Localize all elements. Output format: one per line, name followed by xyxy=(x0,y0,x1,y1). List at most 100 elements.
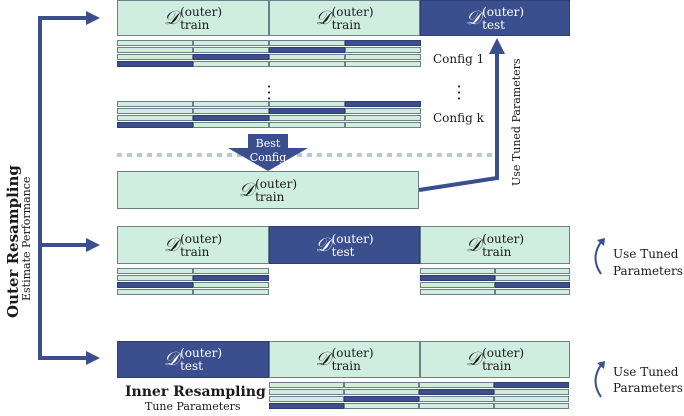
dataset-scripts: (outer) train xyxy=(255,178,297,203)
dataset-symbol: 𝒟 xyxy=(465,348,482,370)
train-subscript: train xyxy=(255,189,285,204)
parameters-label: Parameters xyxy=(613,264,683,278)
mini-train-cell xyxy=(345,54,421,60)
inner-split-fold-3 xyxy=(269,382,569,409)
mini-test-cell xyxy=(117,61,193,67)
mini-train-cell xyxy=(117,289,193,295)
mini-train-cell xyxy=(269,115,345,121)
mini-train-cell xyxy=(420,289,495,295)
mini-test-cell xyxy=(193,115,269,121)
outer-branch-arrowhead xyxy=(86,351,100,365)
mini-test-cell xyxy=(269,47,345,53)
outer-train-block: 𝒟 (outer) train xyxy=(420,341,570,378)
use-tuned-parameters-vertical: Use Tuned Parameters xyxy=(510,58,523,186)
mini-train-cell xyxy=(269,389,344,395)
dataset-symbol: 𝒟 xyxy=(315,348,331,370)
dataset-scripts: (outer) train xyxy=(332,347,374,372)
outer-test-block: 𝒟 (outer) test xyxy=(269,226,420,264)
mini-train-cell xyxy=(117,108,193,114)
mini-train-cell xyxy=(269,382,344,388)
train-subscript: train xyxy=(482,244,512,259)
dataset-label: 𝒟 (outer) train xyxy=(164,233,222,258)
dataset-scripts: (outer) test xyxy=(332,233,374,258)
dataset-symbol: 𝒟 xyxy=(238,178,255,201)
outer-superscript: (outer) xyxy=(331,231,374,246)
outer-train-block: 𝒟 (outer) train xyxy=(117,0,269,36)
dataset-scripts: (outer) train xyxy=(332,6,374,31)
mini-train-cell xyxy=(495,268,570,274)
mini-train-cell xyxy=(193,61,269,67)
mini-train-cell xyxy=(269,61,345,67)
dataset-scripts: (outer) train xyxy=(180,6,222,31)
mini-test-cell xyxy=(117,282,193,288)
outer-superscript: (outer) xyxy=(331,4,374,19)
mini-train-cell xyxy=(345,61,421,67)
train-subscript: train xyxy=(331,359,361,373)
mini-train-cell xyxy=(117,268,193,274)
mini-train-cell xyxy=(193,40,269,46)
outer-test-block: 𝒟 (outer) test xyxy=(117,341,269,378)
mini-test-cell xyxy=(345,101,421,107)
dataset-label: 𝒟 (outer) train xyxy=(466,233,524,258)
mini-train-cell xyxy=(495,275,570,281)
mini-train-cell xyxy=(494,389,569,395)
mini-test-cell xyxy=(193,54,269,60)
dataset-symbol: 𝒟 xyxy=(465,6,482,29)
mini-train-cell xyxy=(345,115,421,121)
curved-arrow-icon xyxy=(594,241,602,275)
dataset-scripts: (outer) train xyxy=(482,347,524,372)
inner-split-config-1 xyxy=(117,40,421,67)
mini-train-cell xyxy=(419,382,494,388)
dataset-symbol: 𝒟 xyxy=(163,233,180,256)
mini-train-cell xyxy=(345,108,421,114)
mini-train-cell xyxy=(269,396,344,402)
use-tuned-label: Use Tuned xyxy=(613,247,679,261)
use-tuned-label: Use Tuned xyxy=(613,365,679,379)
outer-branch-arrowhead xyxy=(86,238,100,252)
mini-train-cell xyxy=(193,289,269,295)
mini-test-cell xyxy=(117,122,193,128)
inner-split-config-k xyxy=(117,101,421,128)
mini-train-cell xyxy=(117,115,193,121)
mini-test-cell xyxy=(345,40,421,46)
dataset-label: 𝒟 (outer) test xyxy=(466,6,524,31)
mini-train-cell xyxy=(494,403,569,409)
vertical-ellipsis: · · · xyxy=(456,77,462,108)
mini-train-cell xyxy=(269,40,345,46)
inner-split-fold-2-left xyxy=(117,268,269,295)
test-subscript: test xyxy=(180,359,203,373)
dataset-label: 𝒟 (outer) test xyxy=(164,347,222,372)
test-subscript: test xyxy=(482,17,505,32)
mini-train-cell xyxy=(344,389,419,395)
mini-test-cell xyxy=(494,382,569,388)
mini-train-cell xyxy=(117,40,193,46)
mini-train-cell xyxy=(117,101,193,107)
best-config-label: Best xyxy=(255,137,281,150)
mini-train-cell xyxy=(495,289,570,295)
outer-superscript: (outer) xyxy=(482,231,525,246)
outer-superscript: (outer) xyxy=(482,4,525,19)
inner-resampling-title: Inner Resampling xyxy=(125,384,266,400)
dataset-label: 𝒟 (outer) test xyxy=(315,233,373,258)
mini-train-cell xyxy=(419,403,494,409)
dataset-symbol: 𝒟 xyxy=(163,6,180,29)
dataset-label: 𝒟 (outer) train xyxy=(164,6,222,31)
outer-train-block: 𝒟 (outer) train xyxy=(117,226,269,264)
mini-train-cell xyxy=(344,382,419,388)
mini-test-cell xyxy=(420,275,495,281)
curved-arrow-icon xyxy=(594,364,602,398)
dataset-symbol: 𝒟 xyxy=(163,348,180,370)
outer-branch-arrowhead xyxy=(86,11,100,25)
inner-resampling-subtitle: Tune Parameters xyxy=(145,400,241,413)
mini-train-cell xyxy=(420,282,495,288)
best-config-arrow xyxy=(228,134,308,171)
train-subscript: train xyxy=(180,17,210,32)
mini-test-cell xyxy=(344,396,419,402)
outer-train-block: 𝒟 (outer) train xyxy=(420,226,570,264)
dataset-symbol: 𝒟 xyxy=(315,233,331,256)
dataset-label: 𝒟 (outer) train xyxy=(315,347,373,372)
mini-train-cell xyxy=(117,275,193,281)
mini-train-cell xyxy=(269,54,345,60)
